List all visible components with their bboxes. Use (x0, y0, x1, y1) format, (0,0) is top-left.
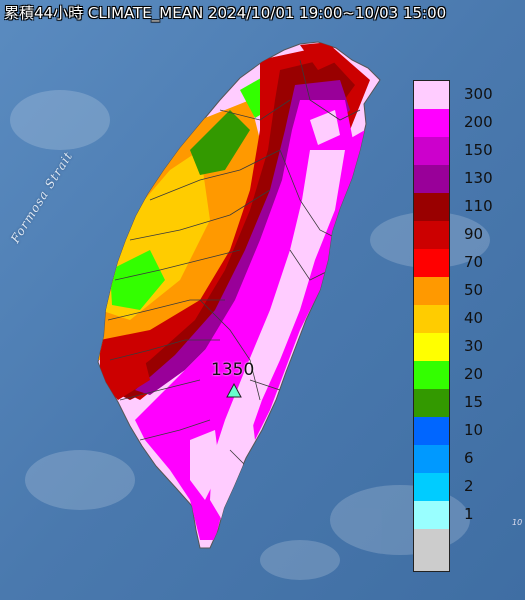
legend-labels: 300 200 150 130 110 90 70 50 40 30 20 15 10 6 2 1 (452, 80, 522, 570)
shade-southwest-red (100, 340, 150, 400)
legend-label: 50 (464, 281, 484, 299)
legend-swatch (414, 81, 449, 109)
legend-swatch-no-data (414, 529, 449, 571)
legend-swatch (414, 165, 449, 193)
edge-text: 10 (512, 518, 523, 527)
legend-swatch (414, 501, 449, 529)
legend-label: 130 (464, 169, 493, 187)
shade-north-green (190, 110, 250, 175)
legend-swatch (414, 445, 449, 473)
map-title: 累積44小時 CLIMATE_MEAN 2024/10/01 19:00~10/… (4, 4, 447, 22)
legend-label: 6 (464, 449, 474, 467)
legend-swatch (414, 361, 449, 389)
legend-label: 150 (464, 141, 493, 159)
shade-west-green (110, 250, 165, 310)
legend-swatch (414, 109, 449, 137)
legend-label: 300 (464, 85, 493, 103)
legend-label: 30 (464, 337, 484, 355)
sea-texture (10, 90, 490, 580)
legend-label: 20 (464, 365, 484, 383)
legend-label: 2 (464, 477, 474, 495)
legend-label: 90 (464, 225, 484, 243)
legend-label: 70 (464, 253, 484, 271)
legend-swatch (414, 333, 449, 361)
legend-label: 200 (464, 113, 493, 131)
legend-swatch (414, 249, 449, 277)
peak-value-label: 1350 (211, 360, 255, 380)
legend-label: 10 (464, 421, 484, 439)
legend-swatch (414, 305, 449, 333)
legend-label: 1 (464, 505, 474, 523)
legend-swatch (414, 417, 449, 445)
shade-pink-interior2 (310, 110, 340, 145)
shade-north-dark (300, 42, 340, 70)
color-legend (413, 80, 450, 572)
legend-swatch (414, 221, 449, 249)
legend-label: 110 (464, 197, 493, 215)
legend-swatch (414, 389, 449, 417)
legend-label: 15 (464, 393, 484, 411)
legend-swatch (414, 193, 449, 221)
legend-swatch (414, 473, 449, 501)
legend-swatch (414, 137, 449, 165)
shade-pink-south (190, 430, 220, 500)
shade-pink-interior (210, 150, 345, 520)
legend-label: 40 (464, 309, 484, 327)
triangle-icon (226, 382, 242, 398)
legend-swatch (414, 277, 449, 305)
